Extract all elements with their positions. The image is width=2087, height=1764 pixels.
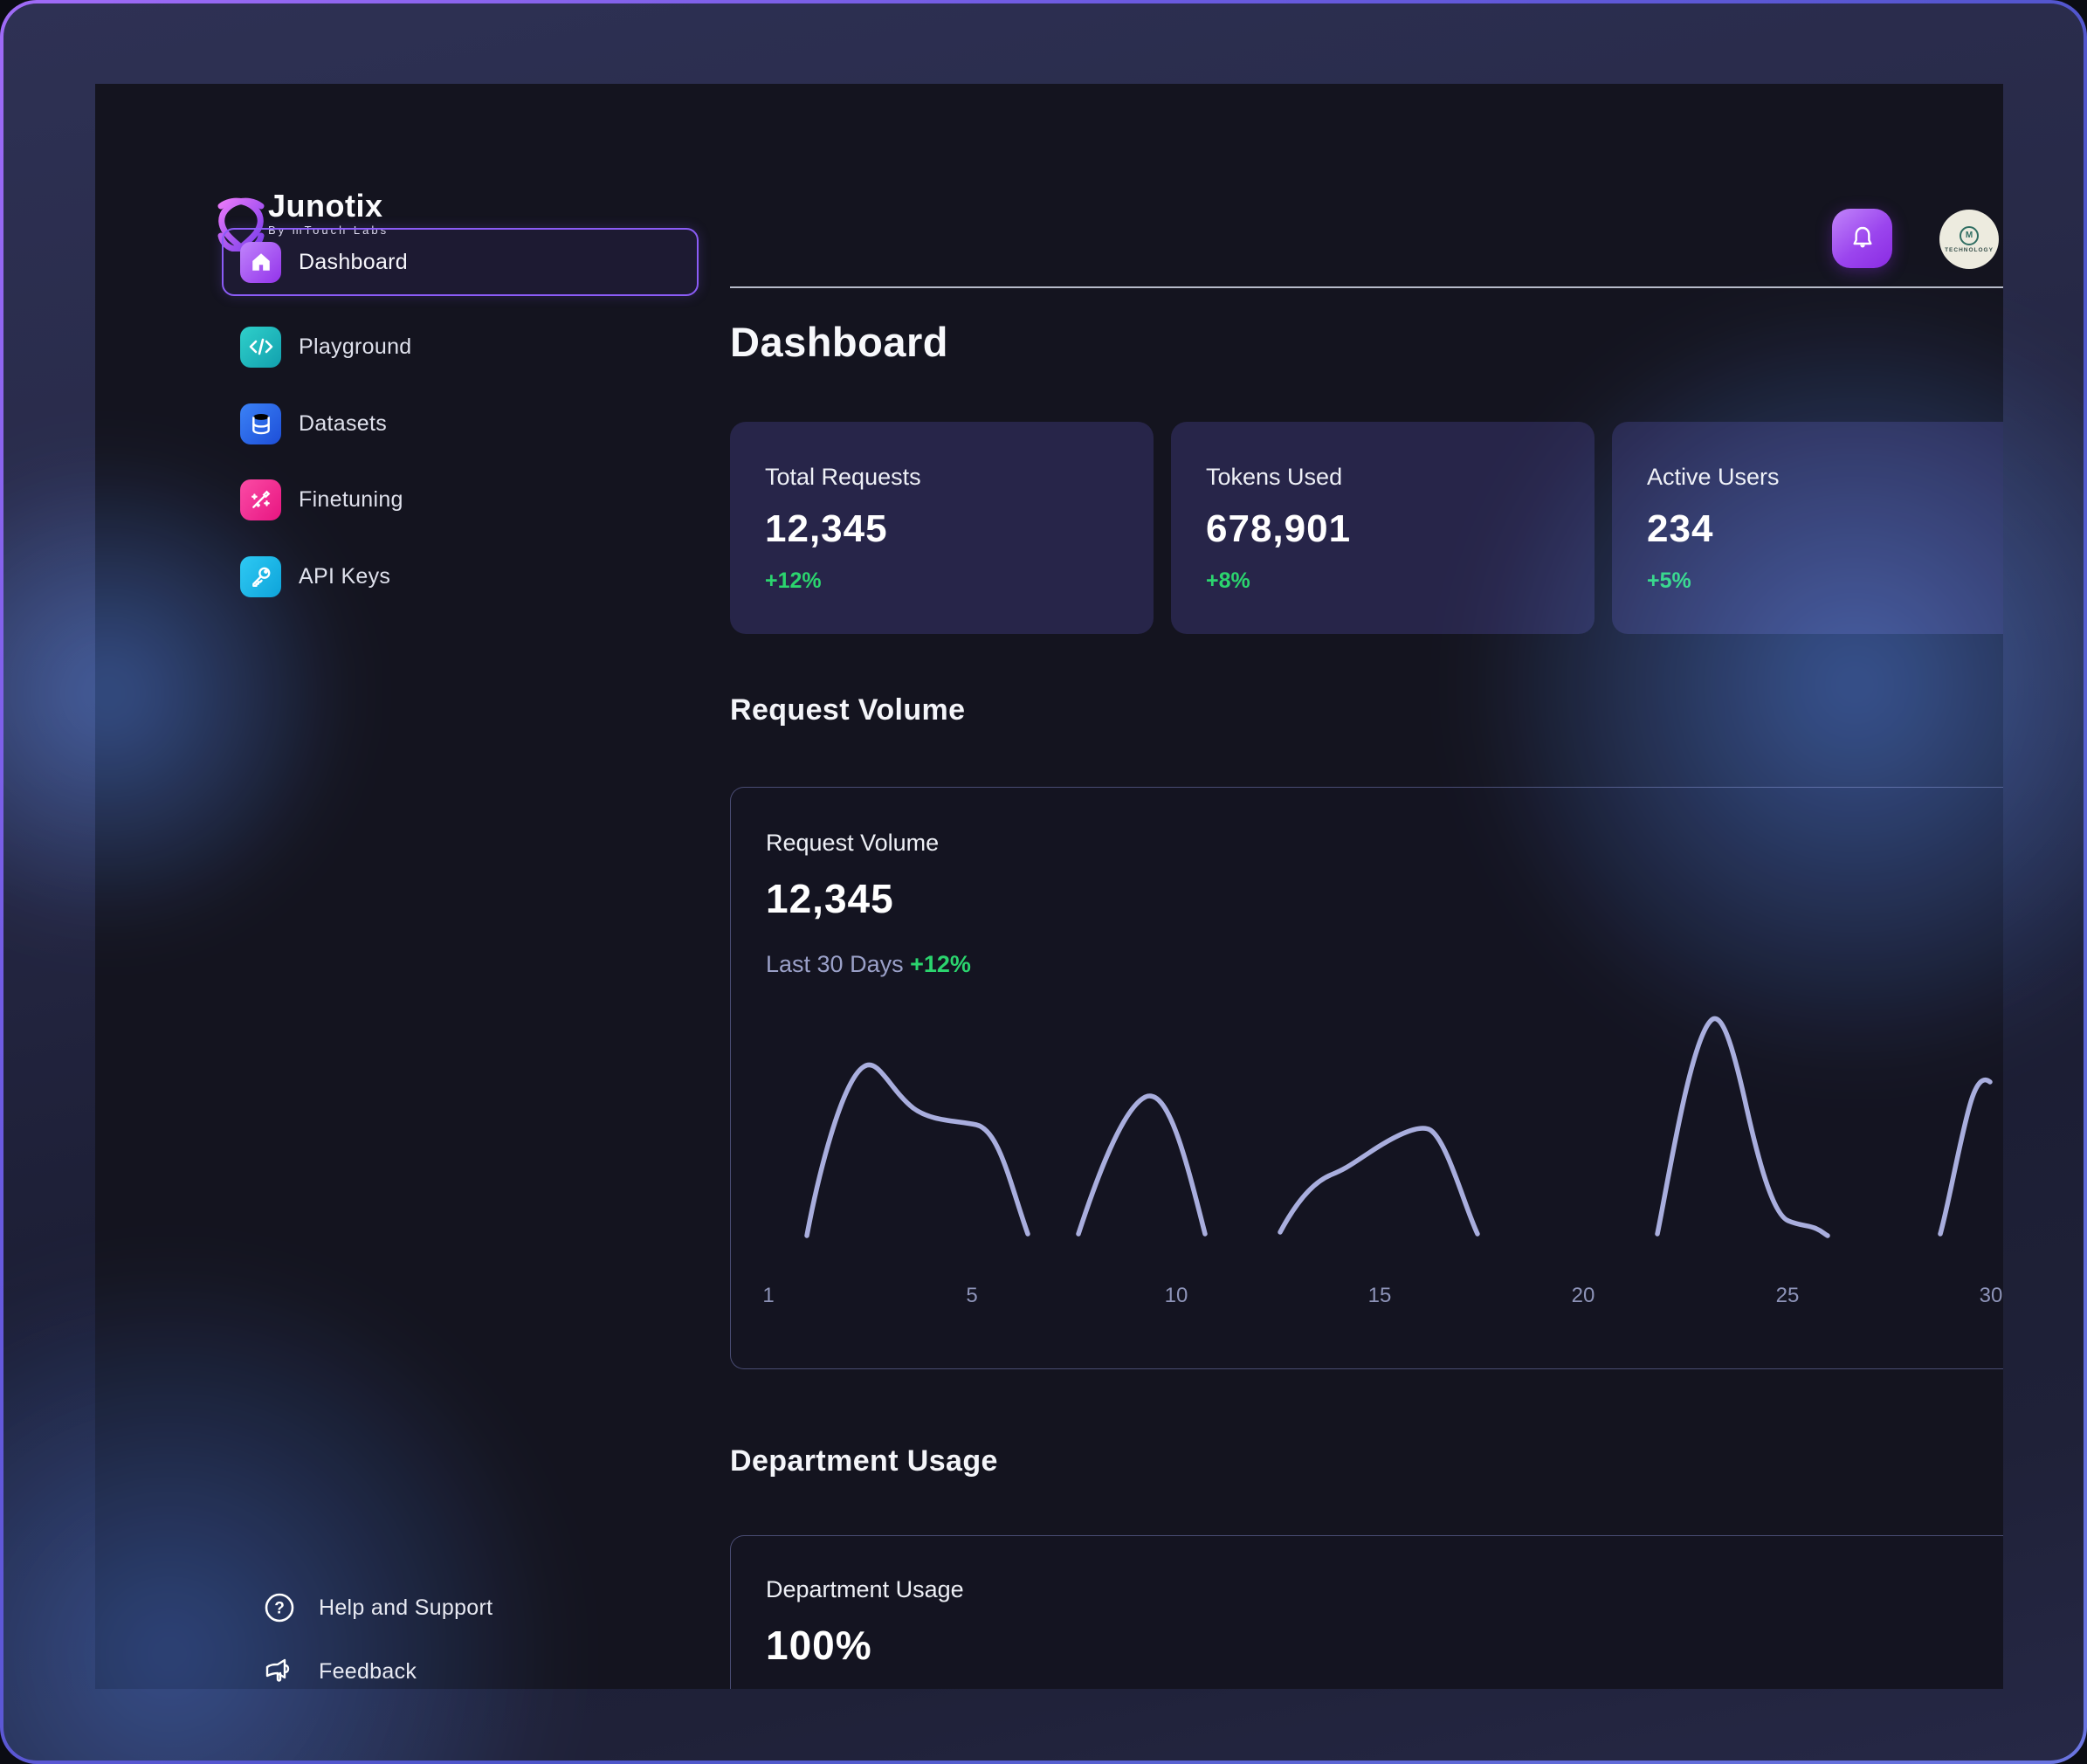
request-volume-card: Request Volume 12,345 Last 30 Days +12% (730, 787, 2003, 1369)
sidebar-item-label: Finetuning (299, 486, 403, 512)
x-tick: 25 (1775, 1284, 1800, 1307)
key-icon (240, 555, 281, 597)
home-icon (240, 241, 281, 283)
chart-card-period: Last 30 Days +12% (766, 951, 971, 978)
department-usage-card: Department Usage 100% Last 30 Days +12% (730, 1535, 2003, 1689)
x-tick: 15 (1367, 1284, 1392, 1307)
notifications-button[interactable] (1832, 209, 1892, 268)
chart-card-value: 100% (766, 1623, 872, 1668)
svg-text:?: ? (274, 1600, 285, 1618)
section-title-department-usage: Department Usage (730, 1444, 998, 1478)
sidebar-footer-label: Feedback (319, 1658, 417, 1684)
avatar-logo-label: TECHNOLOGY (1945, 246, 1994, 253)
stat-label: Tokens Used (1206, 464, 1343, 490)
bell-icon (1852, 226, 1872, 248)
chart-card-title: Request Volume (766, 830, 940, 856)
header-divider (730, 286, 2003, 288)
app-panel: Junotix By mTouch Labs Dashboard (95, 84, 2003, 1689)
request-volume-line-chart (804, 1016, 1993, 1238)
chart-card-value: 12,345 (766, 876, 894, 921)
sidebar-item-label: API Keys (299, 563, 391, 589)
period-delta: +12% (910, 951, 971, 977)
megaphone-icon (265, 1658, 290, 1682)
avatar-logo-glyph: M (1960, 225, 1979, 245)
sidebar-item-api-keys[interactable]: API Keys (222, 542, 699, 610)
stat-value: 234 (1647, 507, 1714, 550)
code-icon (240, 326, 281, 368)
sidebar-item-finetuning[interactable]: Finetuning (222, 465, 699, 534)
stat-delta: +8% (1206, 568, 1250, 593)
brand-logo: Junotix By mTouch Labs (216, 187, 389, 252)
user-avatar[interactable]: M TECHNOLOGY (1939, 210, 1999, 269)
stat-label: Total Requests (765, 464, 921, 490)
stat-card-active-users: Active Users 234 +5% (1612, 422, 2003, 634)
sidebar-item-label: Datasets (299, 410, 388, 436)
stat-card-tokens-used: Tokens Used 678,901 +8% (1171, 422, 1595, 634)
stat-delta: +12% (765, 568, 822, 593)
sidebar-footer-label: Help and Support (319, 1595, 493, 1620)
x-axis-ticks: 1 5 10 15 20 25 30 (762, 1284, 2002, 1310)
sidebar-item-label: Dashboard (299, 249, 409, 274)
sidebar-item-datasets[interactable]: Datasets (222, 389, 699, 458)
section-title-request-volume: Request Volume (730, 693, 966, 727)
x-tick: 20 (1571, 1284, 1595, 1307)
window-background: Junotix By mTouch Labs Dashboard (3, 3, 2084, 1761)
stat-label: Active Users (1647, 464, 1780, 490)
brand-tagline: By mTouch Labs (268, 224, 389, 237)
sidebar-item-label: Playground (299, 334, 412, 359)
chart-card-title: Department Usage (766, 1576, 964, 1602)
x-tick: 5 (966, 1284, 978, 1307)
database-icon (240, 403, 281, 444)
stat-value: 12,345 (765, 507, 888, 550)
sidebar-item-playground[interactable]: Playground (222, 313, 699, 381)
brand-name: Junotix (268, 188, 383, 224)
stat-card-total-requests: Total Requests 12,345 +12% (730, 422, 1154, 634)
x-tick: 1 (762, 1284, 775, 1307)
period-label: Last 30 Days (766, 951, 904, 977)
stat-value: 678,901 (1206, 507, 1352, 550)
page-title: Dashboard (730, 319, 948, 365)
help-icon: ? (265, 1593, 294, 1623)
sidebar-item-feedback[interactable]: Feedback (264, 1657, 417, 1686)
x-tick: 30 (1979, 1284, 2003, 1307)
x-tick: 10 (1164, 1284, 1188, 1307)
sidebar-item-help-support[interactable]: ? Help and Support (264, 1592, 492, 1623)
wand-icon (240, 479, 281, 520)
sidebar-item-dashboard[interactable]: Dashboard (222, 228, 699, 296)
stat-delta: +5% (1647, 568, 1691, 593)
